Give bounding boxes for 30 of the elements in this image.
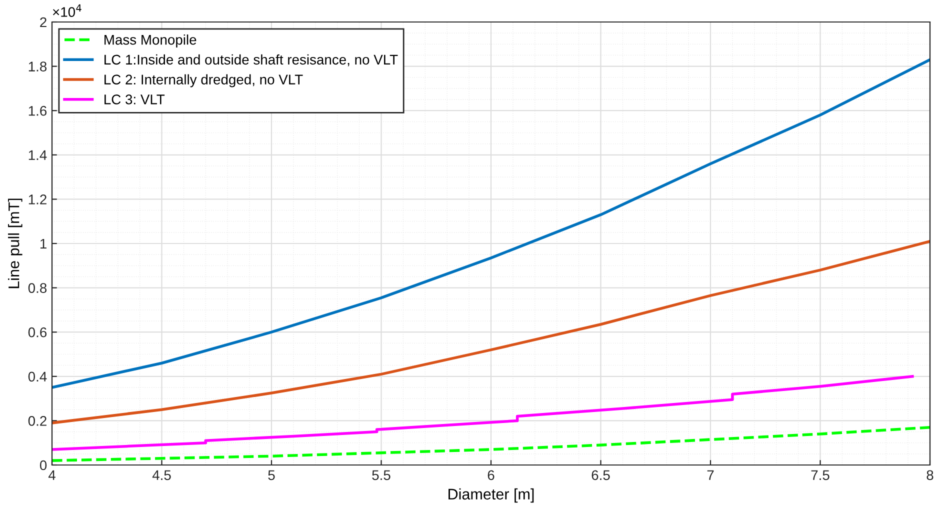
y-tick-label: 0.2 [28, 416, 46, 426]
line-series [52, 426, 930, 462]
y-tick-label: 0.8 [28, 283, 47, 293]
x-tick-label: 6.5 [592, 470, 610, 480]
line-series [52, 375, 914, 451]
y-axis-title: Line pull [mT] [8, 198, 22, 288]
y-tick-label: 1 [40, 238, 46, 249]
x-axis-title: Diameter [m] [448, 488, 534, 503]
x-tick-label: 6 [488, 470, 494, 480]
legend-label: Mass Monopile [104, 34, 196, 48]
line-series [52, 240, 930, 424]
x-tick-label: 7 [707, 470, 714, 480]
y-tick-label: 0 [40, 460, 47, 470]
legend-label: LC 3: VLT [104, 94, 165, 104]
x-tick-label: 5.5 [372, 470, 390, 480]
y-tick-label: 0.4 [28, 372, 47, 382]
x-tick-label: 4 [48, 470, 56, 480]
y-tick-label: 1.2 [28, 194, 46, 204]
y-tick-label: 1.4 [28, 150, 47, 160]
x-tick-label: 4.5 [152, 470, 171, 480]
y-tick-label: 0.6 [28, 327, 47, 338]
x-tick-label: 5 [268, 470, 275, 480]
y-tick-label: 2 [40, 17, 46, 28]
legend-label: LC 2: Internally dredged, no VLT [104, 74, 303, 88]
x-tick-label: 8 [926, 470, 934, 480]
y-tick-label: 1.6 [28, 106, 47, 116]
y-tick-label: 1.8 [28, 62, 47, 72]
x-tick-label: 7.5 [811, 470, 830, 480]
text: ×10$^{4}$ [52, 4, 82, 17]
legend-label: LC 1:Inside and outside shaft resisance, no VLT [104, 54, 398, 66]
